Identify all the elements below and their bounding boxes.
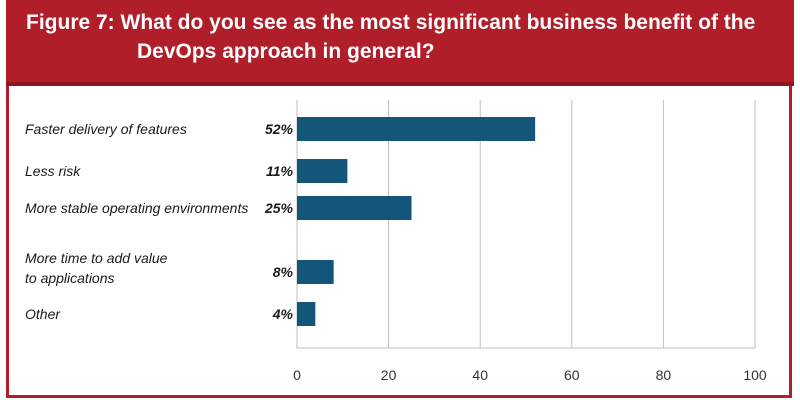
bar [297,159,348,183]
data-label: 11% [266,163,294,179]
data-label: 4% [272,306,294,322]
category-label: Less risk [25,163,81,179]
bar-chart: 0 20 40 60 80 100 Faster delivery of features 5… [25,100,767,383]
chart-panel: 0 20 40 60 80 100 Faster delivery of features 5… [6,86,792,398]
x-tick-label: 20 [381,367,397,383]
figure-header: Figure 7: What do you see as the most si… [6,0,794,86]
bar [297,117,536,141]
category-label: More time to add value [25,250,168,266]
x-tick-label: 0 [293,367,301,383]
category-label: More stable operating environments [25,200,248,216]
x-tick-label: 40 [472,367,488,383]
figure-title-line-1: Figure 7: What do you see as the most si… [26,11,756,34]
figure-title: Figure 7: What do you see as the most si… [26,8,786,66]
category-label: Faster delivery of features [25,121,187,137]
bar [297,302,316,326]
data-label: 8% [273,264,294,280]
category-label: Other [25,306,61,322]
data-label: 52% [265,121,294,137]
category-label: to applications [25,270,115,286]
bar [297,260,334,284]
data-label: 25% [264,200,294,216]
bar [297,196,412,220]
figure-title-line-2: DevOps approach in general? [137,40,435,63]
x-tick-label: 60 [564,367,580,383]
x-tick-label: 100 [743,367,767,383]
x-tick-label: 80 [656,367,672,383]
